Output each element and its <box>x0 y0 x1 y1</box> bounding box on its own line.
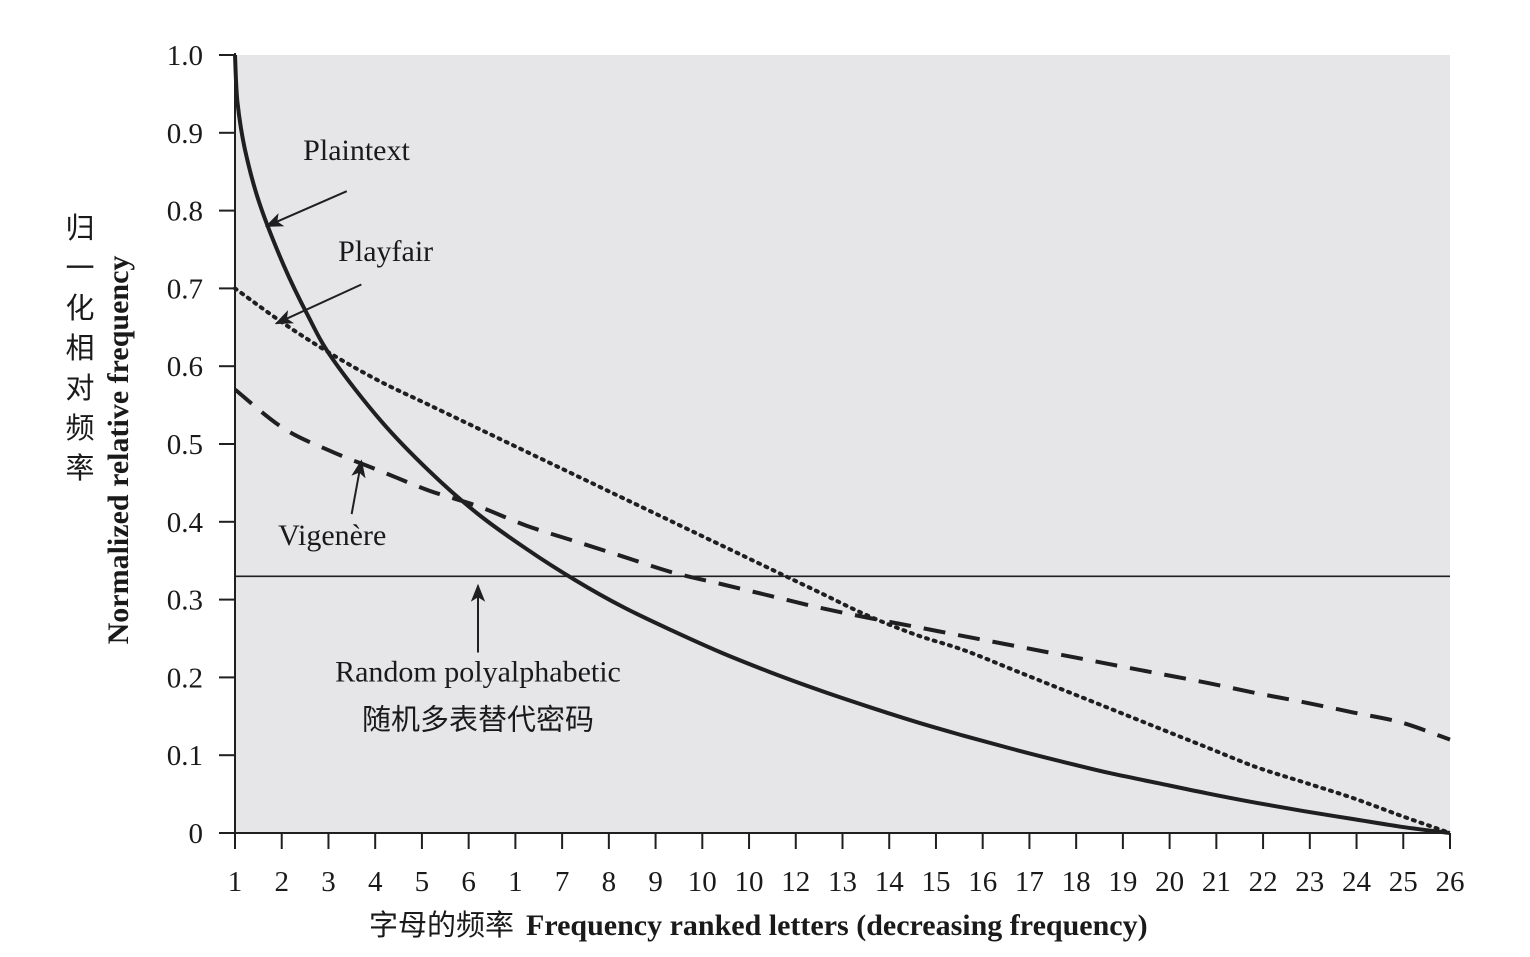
x-tick-label: 23 <box>1295 866 1324 898</box>
annotation-label: Plaintext <box>303 134 410 167</box>
x-tick-label: 17 <box>1015 866 1044 898</box>
x-axis-title-cn: 字母的频率 <box>369 908 514 942</box>
x-tick-label: 9 <box>648 866 663 898</box>
x-tick-label: 8 <box>602 866 617 898</box>
x-tick-label: 24 <box>1342 866 1372 898</box>
annotation-label-cn: 随机多表替代密码 <box>362 702 594 736</box>
x-tick-label: 15 <box>921 866 950 898</box>
x-tick-label: 18 <box>1062 866 1091 898</box>
x-tick-label: 12 <box>781 866 810 898</box>
y-axis-title: Normalized relative frequency <box>102 256 135 645</box>
x-tick-label: 19 <box>1108 866 1137 898</box>
y-tick-label: 0.9 <box>167 118 203 150</box>
x-ticks: 1 2 3 4 5 6 1 7 8 9 10 10 12 13 14 15 16 17 18 19 20 21 22 23 24… <box>228 833 1465 898</box>
x-tick-label: 25 <box>1389 866 1418 898</box>
y-tick-label: 0.4 <box>167 507 204 539</box>
y-tick-label: 0.1 <box>167 740 203 772</box>
x-tick-label: 4 <box>368 866 383 898</box>
x-tick-label: 14 <box>875 866 905 898</box>
y-axis-title-cn: 归一化相对频率 <box>65 211 94 485</box>
x-tick-label: 6 <box>461 866 476 898</box>
x-tick-label: 10 <box>735 866 764 898</box>
y-ticks: 0 0.1 0.2 0.3 0.4 0.5 0.6 0.7 0.8 0.9 1.0 <box>167 40 235 850</box>
x-tick-label: 22 <box>1249 866 1278 898</box>
series-line-playfair <box>233 286 1452 835</box>
x-tick-label: 16 <box>968 866 997 898</box>
annotation-arrow <box>264 190 348 228</box>
x-tick-label: 2 <box>274 866 289 898</box>
x-tick-label: 20 <box>1155 866 1184 898</box>
annotations: Plaintext Playfair Vigenère Random polyalph… <box>264 134 621 736</box>
y-tick-label: 0.3 <box>167 585 203 617</box>
plot-background <box>235 55 1450 833</box>
y-tick-label: 0.7 <box>167 273 203 305</box>
series-line-vigen-re <box>233 387 1451 742</box>
x-tick-label: 3 <box>321 866 336 898</box>
x-tick-label: 7 <box>555 866 570 898</box>
x-tick-label: 26 <box>1436 866 1465 898</box>
x-tick-label: 1 <box>228 866 243 898</box>
x-axis-title: Frequency ranked letters (decreasing fre… <box>526 909 1148 942</box>
annotation-arrow <box>350 459 366 515</box>
x-tick-label: 13 <box>828 866 857 898</box>
annotation-label: Random polyalphabetic <box>335 655 621 688</box>
annotation-label: Playfair <box>338 235 433 268</box>
x-tick-label: 1 <box>508 866 523 898</box>
y-tick-label: 1.0 <box>167 40 203 72</box>
annotation-arrow <box>274 283 362 325</box>
y-tick-label: 0.5 <box>167 429 203 461</box>
y-tick-label: 0.6 <box>167 351 203 383</box>
x-tick-label: 5 <box>415 866 430 898</box>
x-tick-label: 21 <box>1202 866 1231 898</box>
y-tick-label: 0.2 <box>167 662 203 694</box>
x-tick-label: 10 <box>688 866 717 898</box>
annotation-label: Vigenère <box>278 519 386 552</box>
y-tick-label: 0.8 <box>167 196 203 228</box>
y-tick-label: 0 <box>189 818 204 850</box>
